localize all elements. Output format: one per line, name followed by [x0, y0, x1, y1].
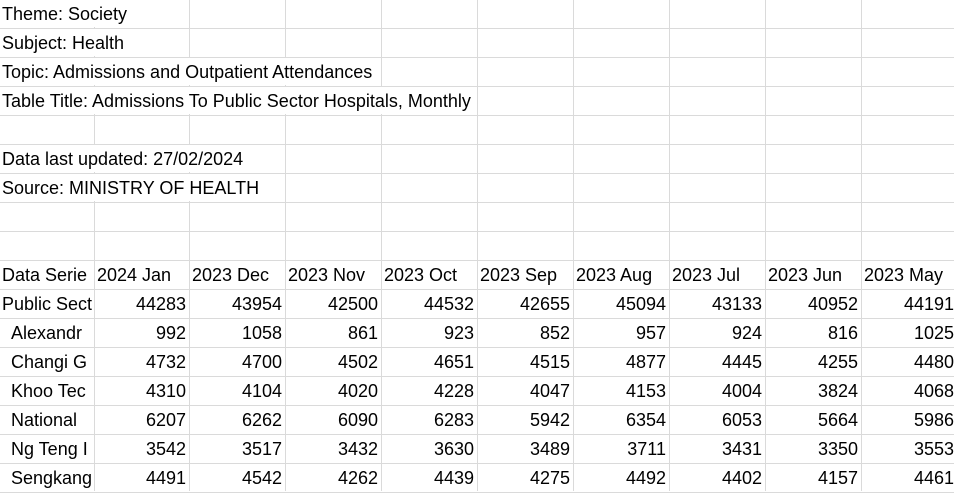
- grid-line: [669, 0, 670, 491]
- data-cell[interactable]: 6262: [190, 406, 285, 433]
- data-cell[interactable]: 3824: [766, 377, 861, 404]
- data-cell[interactable]: 4310: [95, 377, 189, 404]
- data-cell[interactable]: 4732: [95, 348, 189, 375]
- data-cell[interactable]: 4228: [382, 377, 477, 404]
- data-cell[interactable]: 6090: [286, 406, 381, 433]
- grid-line: [861, 0, 862, 491]
- column-header[interactable]: 2023 Jun: [766, 261, 861, 288]
- data-cell[interactable]: 43954: [190, 290, 285, 317]
- data-cell[interactable]: 4047: [478, 377, 573, 404]
- data-cell[interactable]: 4255: [766, 348, 861, 375]
- data-cell[interactable]: 6354: [574, 406, 669, 433]
- data-cell[interactable]: 3553: [862, 435, 954, 462]
- data-cell[interactable]: 5942: [478, 406, 573, 433]
- data-cell[interactable]: 3489: [478, 435, 573, 462]
- data-cell[interactable]: 1058: [190, 319, 285, 346]
- data-cell[interactable]: 45094: [574, 290, 669, 317]
- data-cell[interactable]: 4461: [862, 464, 954, 491]
- meta-text[interactable]: Data last updated: 27/02/2024: [0, 145, 244, 172]
- row-label[interactable]: Khoo Tec: [0, 377, 94, 404]
- grid-line: [94, 0, 95, 491]
- data-cell[interactable]: 4877: [574, 348, 669, 375]
- data-cell[interactable]: 4004: [670, 377, 765, 404]
- data-cell[interactable]: 4492: [574, 464, 669, 491]
- data-cell[interactable]: 861: [286, 319, 381, 346]
- data-cell[interactable]: 4402: [670, 464, 765, 491]
- grid-line: [765, 0, 766, 491]
- data-cell[interactable]: 4275: [478, 464, 573, 491]
- data-cell[interactable]: 4157: [766, 464, 861, 491]
- data-cell[interactable]: 6283: [382, 406, 477, 433]
- meta-text[interactable]: Theme: Society: [0, 0, 128, 27]
- meta-text[interactable]: Topic: Admissions and Outpatient Attenda…: [0, 58, 373, 85]
- data-cell[interactable]: 4439: [382, 464, 477, 491]
- row-label[interactable]: Ng Teng I: [0, 435, 94, 462]
- data-cell[interactable]: 5986: [862, 406, 954, 433]
- grid-line: [285, 0, 286, 491]
- column-header[interactable]: 2023 Jul: [670, 261, 765, 288]
- grid-line: [573, 0, 574, 491]
- data-cell[interactable]: 923: [382, 319, 477, 346]
- data-cell[interactable]: 1025: [862, 319, 954, 346]
- data-cell[interactable]: 957: [574, 319, 669, 346]
- data-cell[interactable]: 3711: [574, 435, 669, 462]
- data-cell[interactable]: 4515: [478, 348, 573, 375]
- data-cell[interactable]: 4153: [574, 377, 669, 404]
- data-cell[interactable]: 4480: [862, 348, 954, 375]
- data-cell[interactable]: 924: [670, 319, 765, 346]
- data-cell[interactable]: 42500: [286, 290, 381, 317]
- data-cell[interactable]: 3542: [95, 435, 189, 462]
- data-cell[interactable]: 42655: [478, 290, 573, 317]
- data-cell[interactable]: 4502: [286, 348, 381, 375]
- row-label[interactable]: Alexandr: [0, 319, 94, 346]
- data-cell[interactable]: 816: [766, 319, 861, 346]
- column-header[interactable]: 2023 Oct: [382, 261, 477, 288]
- column-header[interactable]: 2023 Dec: [190, 261, 285, 288]
- data-cell[interactable]: 3630: [382, 435, 477, 462]
- data-cell[interactable]: 4068: [862, 377, 954, 404]
- data-cell[interactable]: 4104: [190, 377, 285, 404]
- data-cell[interactable]: 4542: [190, 464, 285, 491]
- row-label[interactable]: Sengkang: [0, 464, 94, 491]
- data-cell[interactable]: 3431: [670, 435, 765, 462]
- column-header[interactable]: 2024 Jan: [95, 261, 189, 288]
- column-header[interactable]: 2023 May: [862, 261, 954, 288]
- row-label[interactable]: Changi G: [0, 348, 94, 375]
- grid-line: [477, 0, 478, 491]
- data-cell[interactable]: 4651: [382, 348, 477, 375]
- data-cell[interactable]: 4491: [95, 464, 189, 491]
- data-cell[interactable]: 5664: [766, 406, 861, 433]
- data-cell[interactable]: 44283: [95, 290, 189, 317]
- column-header[interactable]: 2023 Sep: [478, 261, 573, 288]
- data-cell[interactable]: 3350: [766, 435, 861, 462]
- row-label[interactable]: National: [0, 406, 94, 433]
- grid-line: [189, 0, 190, 491]
- column-header[interactable]: 2023 Nov: [286, 261, 381, 288]
- data-cell[interactable]: 4020: [286, 377, 381, 404]
- column-header[interactable]: 2023 Aug: [574, 261, 669, 288]
- data-cell[interactable]: 3432: [286, 435, 381, 462]
- meta-text[interactable]: Table Title: Admissions To Public Sector…: [0, 87, 471, 114]
- row-label[interactable]: Public Sect: [0, 290, 94, 317]
- grid-line: [381, 0, 382, 491]
- data-cell[interactable]: 43133: [670, 290, 765, 317]
- data-cell[interactable]: 3517: [190, 435, 285, 462]
- data-cell[interactable]: 6053: [670, 406, 765, 433]
- data-cell[interactable]: 852: [478, 319, 573, 346]
- data-cell[interactable]: 4700: [190, 348, 285, 375]
- data-cell[interactable]: 44191: [862, 290, 954, 317]
- meta-text[interactable]: Subject: Health: [0, 29, 125, 56]
- data-cell[interactable]: 40952: [766, 290, 861, 317]
- data-cell[interactable]: 44532: [382, 290, 477, 317]
- data-cell[interactable]: 4445: [670, 348, 765, 375]
- column-header[interactable]: Data Serie: [0, 261, 94, 288]
- data-cell[interactable]: 4262: [286, 464, 381, 491]
- data-cell[interactable]: 992: [95, 319, 189, 346]
- meta-text[interactable]: Source: MINISTRY OF HEALTH: [0, 174, 260, 201]
- data-cell[interactable]: 6207: [95, 406, 189, 433]
